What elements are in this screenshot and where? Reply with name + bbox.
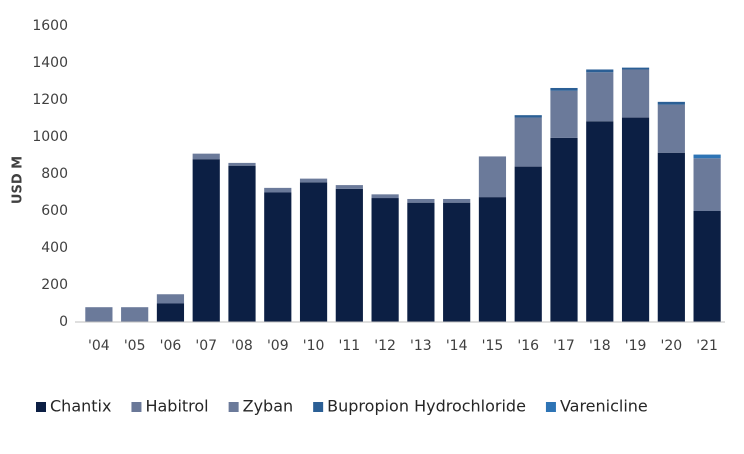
legend-swatch bbox=[228, 402, 239, 412]
bar-segment bbox=[514, 117, 542, 167]
legend-swatch bbox=[36, 402, 46, 412]
bar-segment bbox=[478, 197, 507, 322]
bar-segment bbox=[657, 101, 685, 105]
bar-segment bbox=[371, 194, 399, 199]
bar-segment bbox=[443, 202, 471, 322]
bar-segment bbox=[621, 67, 650, 70]
legend-swatch bbox=[131, 402, 142, 412]
y-tick-label: 1600 bbox=[32, 18, 68, 34]
x-tick-label: '11 bbox=[338, 338, 360, 354]
bar-segment bbox=[693, 154, 721, 159]
bar-segment bbox=[407, 202, 435, 322]
legend-label: Habitrol bbox=[145, 397, 208, 416]
x-tick-label: '10 bbox=[303, 338, 325, 354]
bar-segment bbox=[264, 192, 292, 322]
bar-segment bbox=[550, 90, 578, 138]
x-tick-label: '07 bbox=[195, 338, 217, 354]
bar-segment bbox=[621, 69, 650, 118]
x-tick-label: '08 bbox=[231, 338, 253, 354]
x-tick-label: '17 bbox=[553, 338, 575, 354]
bar-segment bbox=[192, 159, 220, 322]
legend-label: Varenicline bbox=[560, 397, 648, 416]
legend-label: Zyban bbox=[243, 397, 294, 416]
legend-label: Chantix bbox=[50, 397, 111, 416]
y-tick-label: 600 bbox=[41, 203, 68, 219]
y-tick-label: 0 bbox=[59, 314, 68, 330]
y-tick-label: 1400 bbox=[32, 55, 68, 71]
x-tick-label: '15 bbox=[482, 338, 504, 354]
bar-segment bbox=[371, 198, 399, 322]
y-tick-label: 800 bbox=[41, 166, 68, 182]
y-tick-label: 1200 bbox=[32, 92, 68, 108]
legend-label: Bupropion Hydrochloride bbox=[327, 397, 526, 416]
bar-segment bbox=[156, 303, 185, 322]
x-tick-label: '16 bbox=[517, 338, 539, 354]
y-tick-label: 200 bbox=[41, 277, 68, 293]
y-axis-title: USD M bbox=[11, 156, 26, 204]
x-tick-label: '04 bbox=[88, 338, 110, 354]
bar-segment bbox=[192, 153, 220, 160]
x-tick-label: '14 bbox=[446, 338, 468, 354]
y-tick-label: 1000 bbox=[32, 129, 68, 145]
bar-segment bbox=[443, 198, 471, 203]
y-tick-label: 400 bbox=[41, 240, 68, 256]
legend-swatch bbox=[545, 402, 556, 412]
bar-segment bbox=[621, 117, 650, 322]
bar-segment bbox=[335, 185, 363, 189]
x-tick-label: '13 bbox=[410, 338, 432, 354]
bar-segment bbox=[335, 188, 363, 322]
x-tick-label: '20 bbox=[660, 338, 682, 354]
bar-segment bbox=[85, 307, 113, 322]
bar-segment bbox=[299, 178, 328, 183]
bar-segment bbox=[228, 162, 256, 166]
legend-swatch bbox=[313, 402, 324, 412]
x-tick-label: '06 bbox=[160, 338, 182, 354]
bar-segment bbox=[550, 137, 578, 322]
bar-segment bbox=[586, 69, 614, 73]
x-tick-label: '05 bbox=[124, 338, 146, 354]
bar-segment bbox=[586, 121, 614, 323]
bar-segment bbox=[657, 152, 685, 322]
bar-segment bbox=[156, 294, 185, 304]
x-tick-label: '12 bbox=[374, 338, 396, 354]
x-tick-label: '21 bbox=[696, 338, 718, 354]
bar-segment bbox=[264, 187, 292, 193]
bar-segment bbox=[514, 115, 542, 118]
x-tick-label: '18 bbox=[589, 338, 611, 354]
bar-segment bbox=[407, 198, 435, 203]
bar-segment bbox=[550, 87, 578, 91]
bar-segment bbox=[478, 156, 507, 198]
bar-segment bbox=[514, 166, 542, 322]
bar-segment bbox=[299, 182, 328, 322]
x-tick-label: '09 bbox=[267, 338, 289, 354]
bar-segment bbox=[657, 104, 685, 153]
bar-segment bbox=[228, 165, 256, 322]
bar-segment bbox=[693, 158, 721, 211]
bar-segment bbox=[586, 72, 614, 122]
x-tick-label: '19 bbox=[625, 338, 647, 354]
bar-segment bbox=[693, 211, 721, 322]
bar-segment bbox=[121, 307, 149, 322]
